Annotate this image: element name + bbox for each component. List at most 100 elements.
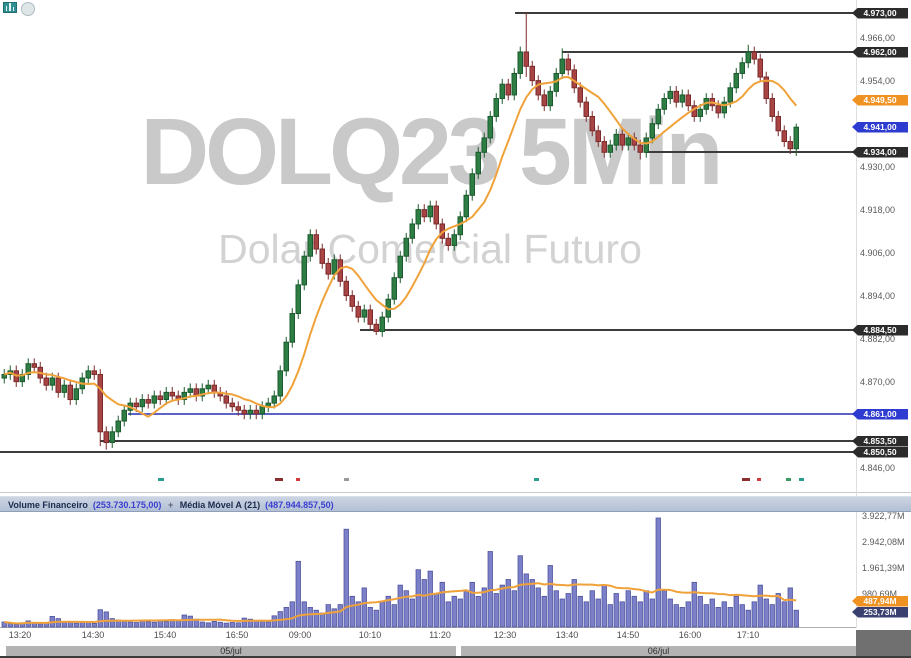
volume-bar bbox=[595, 598, 601, 628]
candle-body bbox=[373, 323, 379, 332]
volume-bar bbox=[73, 622, 79, 628]
volume-bar bbox=[769, 604, 775, 628]
candle-body bbox=[775, 115, 781, 132]
candle-body bbox=[241, 409, 247, 415]
volume-bar bbox=[127, 621, 133, 628]
indicator-settings-icon[interactable] bbox=[21, 2, 35, 16]
candle-body bbox=[343, 280, 349, 297]
price-tag-label: 4.861,00 bbox=[852, 408, 908, 420]
candle-body bbox=[655, 108, 661, 125]
volume-bar bbox=[673, 604, 679, 628]
volume-bar bbox=[373, 609, 379, 628]
candle-body bbox=[289, 313, 295, 343]
candle-body bbox=[85, 370, 91, 379]
volume-bar bbox=[559, 598, 565, 628]
volume-bar bbox=[235, 622, 241, 628]
indicator-header-bar[interactable]: Volume Financeiro (253.730.175,00) + Méd… bbox=[0, 496, 911, 512]
volume-bar bbox=[589, 590, 595, 628]
volume-tick-label: 1.961,39M bbox=[862, 563, 905, 573]
candle-body bbox=[169, 391, 175, 397]
volume-bar bbox=[211, 621, 217, 628]
candle-body bbox=[229, 402, 235, 408]
volume-bar bbox=[187, 615, 193, 628]
candle-body bbox=[109, 431, 115, 444]
candle-body bbox=[583, 101, 589, 117]
volume-bar bbox=[13, 624, 19, 628]
volume-bar bbox=[103, 611, 109, 628]
candle-body bbox=[157, 395, 163, 401]
candle-body bbox=[31, 363, 37, 368]
candle-body bbox=[205, 384, 211, 390]
volume-bar bbox=[421, 579, 427, 628]
volume-bar bbox=[613, 593, 619, 628]
price-tick-label: 4.954,00 bbox=[860, 76, 896, 86]
candle-body bbox=[739, 62, 745, 74]
candle-body bbox=[397, 255, 403, 279]
candle-body bbox=[67, 384, 73, 401]
volume-bar bbox=[547, 565, 553, 628]
volume-bar bbox=[259, 621, 265, 628]
volume-bar bbox=[775, 593, 781, 628]
candle-body bbox=[589, 115, 595, 132]
candle-body bbox=[415, 209, 421, 225]
volume-bar bbox=[91, 623, 97, 628]
watermark-symbol: DOLQ23 5Min bbox=[140, 99, 724, 205]
indicator-ma-label[interactable]: Média Móvel A (21) bbox=[179, 500, 261, 510]
signal-marker bbox=[296, 478, 300, 481]
volume-bar bbox=[247, 618, 253, 628]
indicator-separator: + bbox=[167, 500, 174, 510]
candle-body bbox=[349, 295, 355, 307]
candle-body bbox=[673, 90, 679, 103]
date-band: 06/jul bbox=[461, 646, 856, 657]
volume-bar bbox=[121, 621, 127, 628]
volume-bar bbox=[637, 601, 643, 628]
candle-body bbox=[319, 248, 325, 264]
volume-bar bbox=[385, 595, 391, 628]
time-tick-label: 09:00 bbox=[288, 630, 312, 640]
candle-body bbox=[61, 384, 67, 393]
volume-bar bbox=[433, 593, 439, 628]
candle-body bbox=[745, 51, 751, 64]
volume-bar bbox=[529, 579, 535, 628]
volume-bar bbox=[583, 601, 589, 628]
volume-bar bbox=[295, 560, 301, 628]
candle-body bbox=[661, 98, 667, 110]
candle-body bbox=[487, 115, 493, 139]
candle-body bbox=[763, 76, 769, 100]
volume-bar bbox=[571, 579, 577, 628]
volume-bar bbox=[319, 612, 325, 628]
signal-marker bbox=[344, 478, 349, 481]
volume-bar bbox=[283, 607, 289, 628]
volume-bar bbox=[97, 609, 103, 628]
volume-bar bbox=[133, 622, 139, 628]
volume-bar bbox=[625, 590, 631, 628]
time-tick-label: 14:30 bbox=[81, 630, 105, 640]
volume-bar bbox=[757, 584, 763, 628]
signal-marker bbox=[534, 478, 539, 481]
price-tick-label: 4.930,00 bbox=[860, 162, 896, 172]
volume-bar bbox=[469, 581, 475, 628]
candle-body bbox=[235, 406, 241, 411]
candle-body bbox=[187, 388, 193, 393]
candle-body bbox=[25, 363, 31, 375]
candle-body bbox=[727, 87, 733, 103]
volume-bar bbox=[457, 598, 463, 628]
window-bottom-border bbox=[0, 656, 911, 658]
candle-body bbox=[259, 406, 265, 415]
candlestick-chart-icon[interactable] bbox=[3, 2, 17, 13]
volume-bar bbox=[661, 590, 667, 628]
volume-bar bbox=[361, 587, 367, 628]
candle-body bbox=[43, 377, 49, 386]
volume-bar bbox=[145, 621, 151, 628]
signal-marker bbox=[275, 478, 283, 481]
indicator-volume-value: (253.730.175,00) bbox=[92, 500, 162, 510]
candle-body bbox=[649, 123, 655, 139]
volume-bar bbox=[631, 595, 637, 628]
candle-body bbox=[577, 87, 583, 103]
volume-bar bbox=[67, 621, 73, 628]
indicator-volume-label[interactable]: Volume Financeiro bbox=[8, 500, 88, 510]
volume-bar bbox=[241, 617, 247, 628]
price-tag-label: 4.973,00 bbox=[852, 7, 908, 19]
volume-bar bbox=[205, 622, 211, 628]
